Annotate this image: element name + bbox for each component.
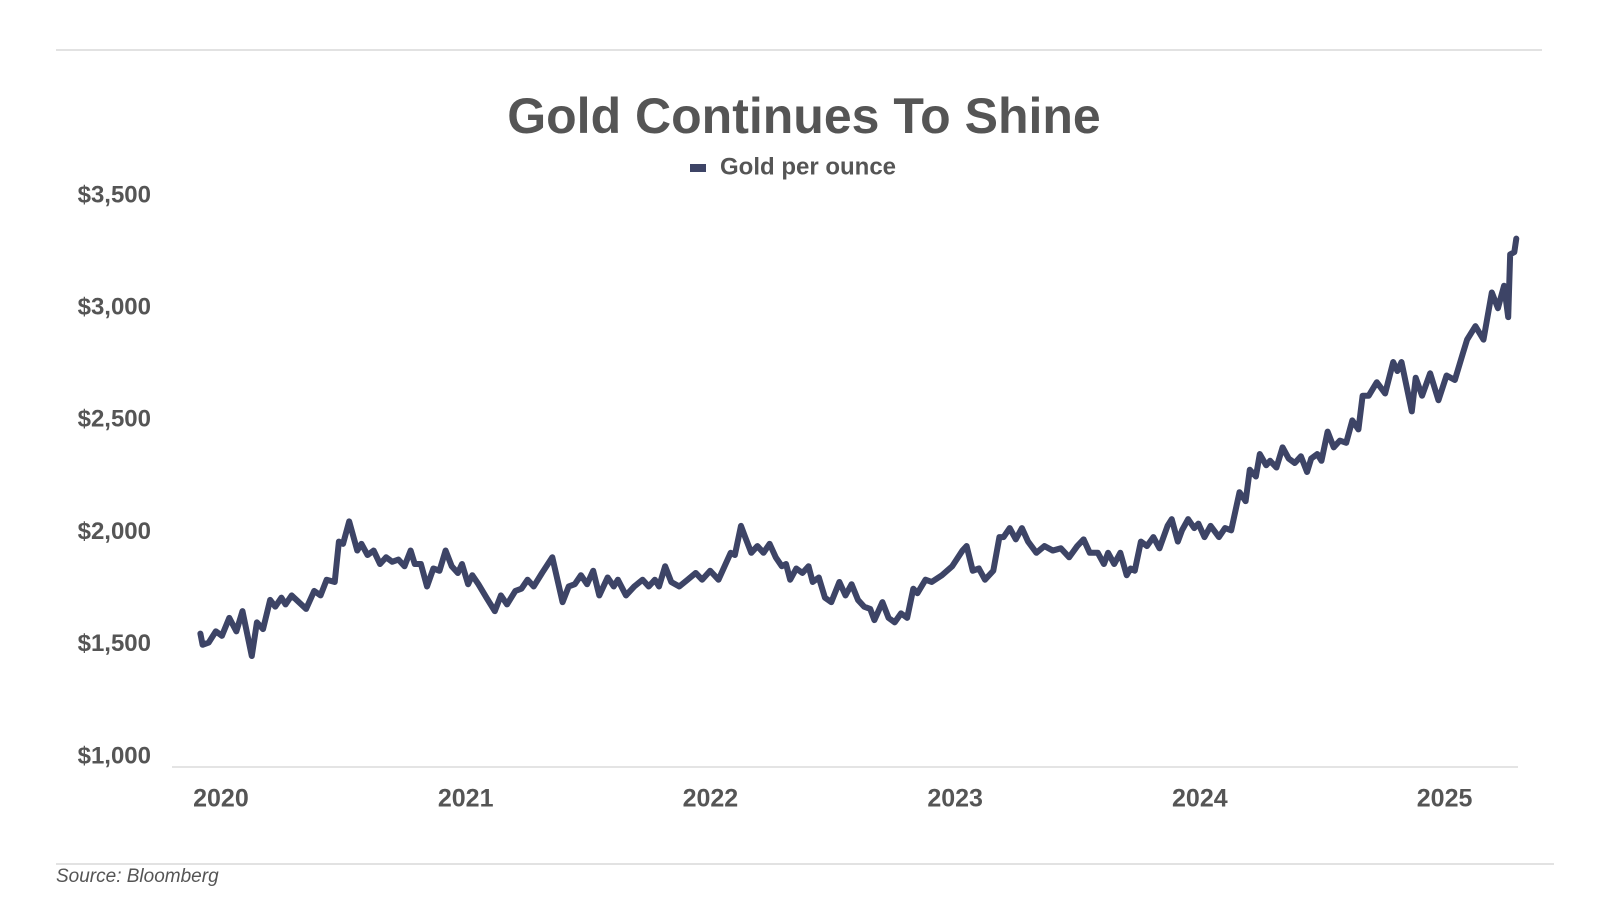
legend-swatch xyxy=(690,164,706,172)
legend-label: Gold per ounce xyxy=(720,153,896,180)
x-tick-label: 2021 xyxy=(438,785,494,813)
y-tick-label: $3,000 xyxy=(78,294,151,321)
y-tick-label: $2,500 xyxy=(78,406,151,433)
x-tick-label: 2020 xyxy=(193,785,249,813)
x-tick-label: 2023 xyxy=(927,785,983,813)
chart-title: Gold Continues To Shine xyxy=(507,88,1100,144)
y-tick-label: $1,500 xyxy=(78,630,151,657)
y-tick-label: $2,000 xyxy=(78,518,151,545)
x-tick-label: 2022 xyxy=(683,785,739,813)
x-tick-label: 2025 xyxy=(1417,785,1473,813)
y-tick-label: $3,500 xyxy=(78,181,151,208)
y-tick-label: $1,000 xyxy=(78,742,151,769)
source-note: Source: Bloomberg xyxy=(56,866,219,887)
price-line xyxy=(197,235,1520,660)
x-tick-label: 2024 xyxy=(1172,785,1228,813)
